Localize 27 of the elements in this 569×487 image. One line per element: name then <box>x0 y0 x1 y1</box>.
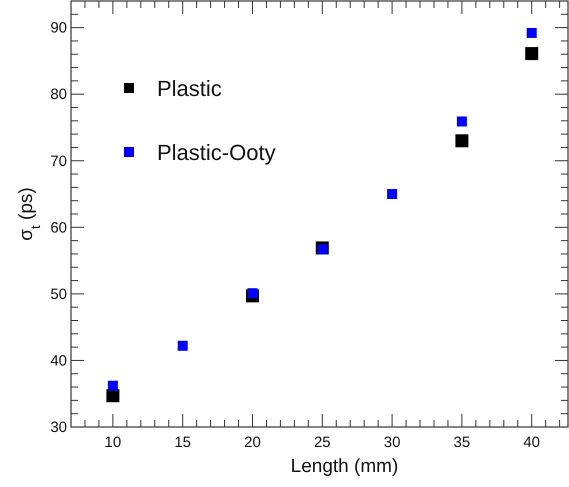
legend-label: Plastic-Ooty <box>157 140 276 165</box>
point <box>456 116 467 126</box>
point <box>317 244 328 254</box>
y-tick-label: 50 <box>50 286 67 303</box>
point <box>178 340 188 351</box>
y-tick-label: 70 <box>50 152 67 170</box>
x-tick-label: 30 <box>384 434 400 451</box>
point <box>455 134 468 148</box>
y-tick-label: 80 <box>50 86 67 104</box>
point <box>108 380 118 391</box>
x-tick-label: 25 <box>314 434 331 451</box>
x-axis-title: Length (mm) <box>290 456 398 477</box>
point <box>247 288 258 298</box>
y-tick-label: 30 <box>50 419 67 436</box>
point <box>106 389 120 402</box>
x-tick-label: 40 <box>523 434 540 451</box>
y-tick-label: 60 <box>50 219 67 236</box>
x-tick-label: 10 <box>104 434 122 451</box>
y-tick-label: 90 <box>50 20 67 37</box>
legend-label: Plastic <box>157 76 222 101</box>
point <box>525 47 538 60</box>
y-tick-label: 40 <box>50 352 67 370</box>
x-tick-label: 15 <box>174 434 192 451</box>
point <box>387 189 398 200</box>
point <box>526 28 537 38</box>
x-tick-label: 35 <box>454 434 470 451</box>
x-tick-label: 20 <box>244 434 261 451</box>
